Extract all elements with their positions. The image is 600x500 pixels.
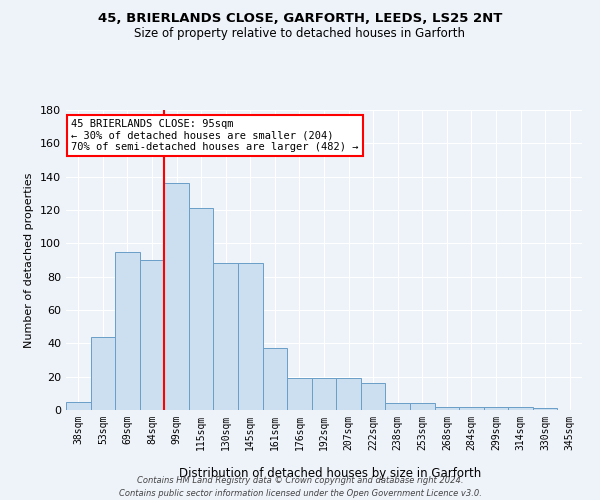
Bar bbox=[91, 336, 115, 410]
Text: 45 BRIERLANDS CLOSE: 95sqm
← 30% of detached houses are smaller (204)
70% of sem: 45 BRIERLANDS CLOSE: 95sqm ← 30% of deta… bbox=[71, 119, 359, 152]
Bar bbox=[361, 384, 385, 410]
Bar bbox=[115, 252, 140, 410]
Bar bbox=[459, 406, 484, 410]
Bar bbox=[385, 404, 410, 410]
Bar bbox=[214, 264, 238, 410]
Bar bbox=[508, 406, 533, 410]
Bar bbox=[287, 378, 312, 410]
Bar bbox=[533, 408, 557, 410]
Bar bbox=[164, 184, 189, 410]
Bar bbox=[263, 348, 287, 410]
Bar bbox=[238, 264, 263, 410]
Bar bbox=[312, 378, 336, 410]
Text: Contains HM Land Registry data © Crown copyright and database right 2024.
Contai: Contains HM Land Registry data © Crown c… bbox=[119, 476, 481, 498]
Text: 45, BRIERLANDS CLOSE, GARFORTH, LEEDS, LS25 2NT: 45, BRIERLANDS CLOSE, GARFORTH, LEEDS, L… bbox=[98, 12, 502, 26]
Bar bbox=[434, 406, 459, 410]
Bar bbox=[66, 402, 91, 410]
Bar bbox=[189, 208, 214, 410]
Bar bbox=[336, 378, 361, 410]
Bar bbox=[484, 406, 508, 410]
Bar bbox=[140, 260, 164, 410]
Text: Size of property relative to detached houses in Garforth: Size of property relative to detached ho… bbox=[134, 28, 466, 40]
Y-axis label: Number of detached properties: Number of detached properties bbox=[25, 172, 34, 348]
Text: Distribution of detached houses by size in Garforth: Distribution of detached houses by size … bbox=[179, 467, 481, 480]
Bar bbox=[410, 404, 434, 410]
